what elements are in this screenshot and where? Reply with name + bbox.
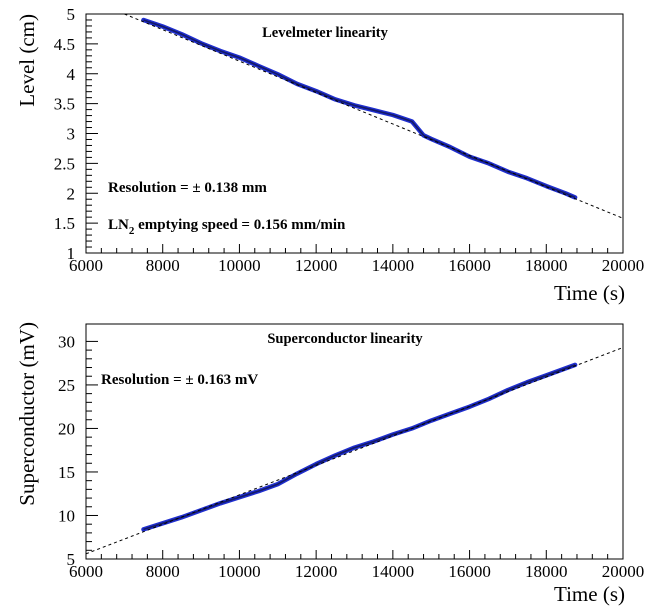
x-tick-label: 6000 (69, 256, 103, 275)
x-tick-label: 14000 (372, 562, 415, 581)
y-tick-label: 2.5 (54, 154, 75, 173)
y-tick-label: 15 (58, 463, 75, 482)
y-tick-label: 5 (67, 550, 76, 569)
x-tick-label: 6000 (69, 562, 103, 581)
y-tick-label: 2 (67, 184, 76, 203)
x-tick-label: 16000 (448, 256, 491, 275)
levelmeter-chart-title: Levelmeter linearity (262, 25, 388, 41)
x-tick-label: 10000 (218, 256, 261, 275)
levelmeter-x-axis-title: Time (s) (554, 281, 625, 305)
superconductor-series (85, 347, 624, 555)
x-tick-label: 12000 (295, 562, 338, 581)
x-tick-label: 12000 (295, 256, 338, 275)
data-series-line (143, 364, 576, 531)
y-tick-label: 1 (67, 244, 76, 263)
data-series-line (143, 19, 576, 199)
x-tick-label: 14000 (372, 256, 415, 275)
y-tick-label: 10 (58, 506, 75, 525)
superconductor-resolution-annotation: Resolution = ± 0.163 mV (101, 372, 258, 388)
levelmeter-ticks: 6000 8000 10000 12000 14000 16000 18000 20000 1 1… (54, 5, 645, 275)
x-tick-label: 18000 (525, 256, 568, 275)
levelmeter-resolution-annotation: Resolution = ± 0.138 mm (108, 180, 267, 196)
x-tick-label: 8000 (146, 562, 180, 581)
x-tick-label: 10000 (218, 562, 261, 581)
annotation-ln-text: LN (108, 217, 129, 233)
levelmeter-emptying-speed-annotation: LN2 emptying speed = 0.156 mm/min (108, 217, 346, 237)
y-tick-label: 3 (67, 125, 76, 144)
x-tick-label: 20000 (602, 562, 645, 581)
levelmeter-panel: 6000 8000 10000 12000 14000 16000 18000 20000 1 1… (15, 5, 644, 305)
y-tick-label: 4 (67, 65, 76, 84)
y-tick-label: 25 (58, 376, 75, 395)
y-tick-label: 30 (58, 332, 75, 351)
levelmeter-series (124, 13, 624, 219)
y-tick-label: 1.5 (54, 214, 75, 233)
superconductor-ticks: 6000 8000 10000 12000 14000 16000 18000 20000 5 1… (58, 332, 644, 581)
superconductor-plot-area (85, 323, 624, 560)
y-tick-label: 20 (58, 419, 75, 438)
x-tick-label: 16000 (448, 562, 491, 581)
plot-frame (85, 323, 624, 560)
y-tick-label: 3.5 (54, 95, 75, 114)
superconductor-x-axis-title: Time (s) (554, 582, 625, 606)
x-tick-label: 18000 (525, 562, 568, 581)
superconductor-chart-title: Superconductor linearity (267, 331, 423, 347)
superconductor-y-axis-title: Superconductor (mV) (15, 322, 39, 506)
annotation-subscript: 2 (129, 225, 135, 237)
superconductor-panel: 6000 8000 10000 12000 14000 16000 18000 20000 5 1… (15, 322, 644, 606)
y-tick-label: 5 (67, 5, 76, 24)
annotation-rest-text: emptying speed = 0.156 mm/min (134, 217, 346, 233)
x-tick-label: 20000 (602, 256, 645, 275)
y-tick-label: 4.5 (54, 35, 75, 54)
x-tick-label: 8000 (146, 256, 180, 275)
levelmeter-y-axis-title: Level (cm) (15, 14, 39, 107)
